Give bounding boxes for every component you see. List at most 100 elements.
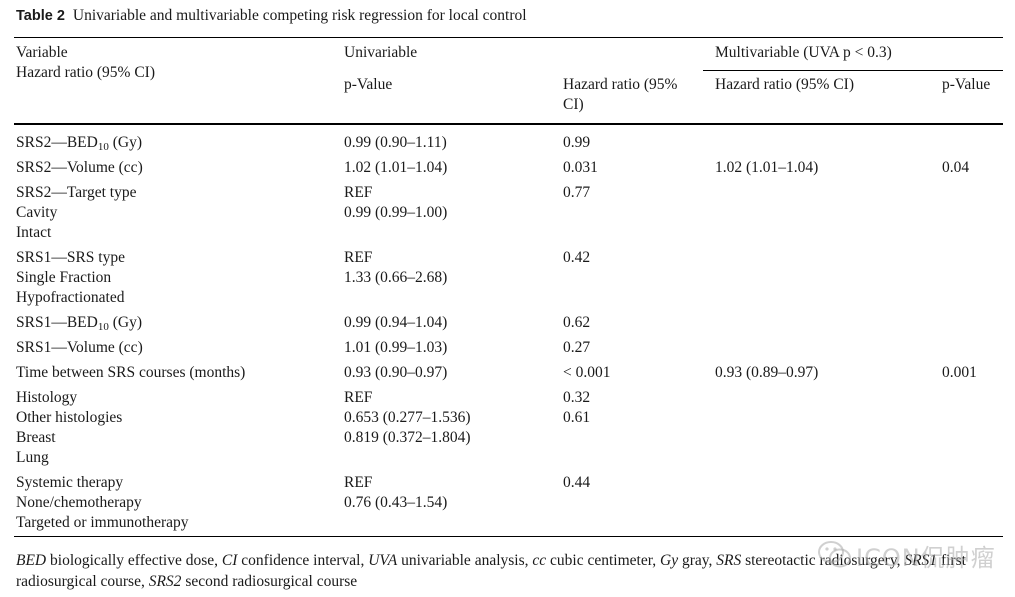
table-cell-line: 1.02 (1.01–1.04): [715, 159, 819, 176]
table-footnote: BED biologically effective dose, CI conf…: [16, 550, 1006, 592]
table-cell-line: Single Fraction: [16, 269, 112, 286]
table-caption: Univariable and multivariable competing …: [72, 7, 527, 24]
table-cell-line: 0.27: [563, 339, 591, 356]
table-cell-line: 0.42: [563, 249, 591, 266]
table-cell-line: 1.33 (0.66–2.68): [344, 269, 448, 286]
row-4-uva-hr: 0.99 (0.94–1.04): [344, 313, 447, 333]
table-cell-line: 1.01 (0.99–1.03): [344, 339, 448, 356]
row-8-var: Systemic therapy None/chemotherapy Targete…: [16, 473, 189, 533]
footnote-abbr: cc: [532, 552, 547, 569]
row-7-uva-p: 0.32 0.61: [563, 388, 590, 428]
row-1-var: SRS2—Volume (cc): [16, 158, 143, 178]
row-3-uva-hr: REF 1.33 (0.66–2.68): [344, 248, 447, 288]
table-cell-line: 0.62: [563, 314, 591, 331]
footnote-abbr: SRS: [716, 552, 742, 569]
table-title: Table 2 Univariable and multivariable com…: [16, 7, 527, 25]
header-variable: Variable Hazard ratio (95% CI): [16, 44, 156, 81]
table-cell-line: Cavity: [16, 204, 58, 221]
table-cell-line: Intact: [16, 224, 52, 241]
watermark: ICON侃肿瘤: [818, 537, 996, 573]
table-cell-line: Breast: [16, 429, 56, 446]
bottom-rule: [14, 536, 1003, 537]
table-cell-line: 1.02 (1.01–1.04): [344, 159, 448, 176]
table-cell-line: 0.653 (0.277–1.536): [344, 409, 471, 426]
table-cell-line: 0.32: [563, 389, 591, 406]
footnote-def: cubic centimeter,: [550, 552, 660, 569]
footnote-abbr: BED: [16, 552, 47, 569]
table-cell-line: 0.61: [563, 409, 591, 426]
header-uva-col2: Hazard ratio (95% CI): [563, 76, 678, 113]
footnote-abbr: Gy: [660, 552, 679, 569]
row-5-var: SRS1—Volume (cc): [16, 338, 143, 358]
table-label: Table 2: [16, 8, 65, 24]
footnote-def: first radiosurgical course,: [16, 552, 966, 590]
row-3-var: SRS1—SRS type Single Fraction Hypofraction…: [16, 248, 125, 308]
table-cell-line: SRS2—BED10 (Gy): [16, 134, 142, 153]
table-cell-line: SRS1—SRS type: [16, 249, 125, 266]
table-cell-line: 0.93 (0.89–0.97): [715, 364, 819, 381]
table-cell-line: Histology: [16, 389, 78, 406]
footnote-abbr: UVA: [368, 552, 398, 569]
table-cell-line: 0.93 (0.90–0.97): [344, 364, 448, 381]
row-3-uva-p: 0.42: [563, 248, 590, 268]
row-1-mva-p: 0.04: [942, 158, 969, 178]
table-cell-line: REF: [344, 184, 373, 201]
table-cell-line: SRS2—Target type: [16, 184, 137, 201]
table-cell-line: Hypofractionated: [16, 289, 125, 306]
row-1-mva-hr: 1.02 (1.01–1.04): [715, 158, 818, 178]
footnote-def: confidence interval,: [241, 552, 369, 569]
table-cell-line: Targeted or immunotherapy: [16, 514, 189, 531]
header-mva-col1: Hazard ratio (95% CI): [715, 76, 855, 93]
row-2-uva-hr: REF 0.99 (0.99–1.00): [344, 183, 447, 223]
table-cell-line: 0.99: [563, 134, 591, 151]
header-uva-col1: p-Value: [344, 76, 393, 93]
table-cell-line: REF: [344, 249, 373, 266]
table-cell-line: Other histologies: [16, 409, 123, 426]
table-cell-line: SRS2—Volume (cc): [16, 159, 143, 176]
footnote-abbr: SRS2: [148, 573, 182, 590]
row-7-uva-hr: REF 0.653 (0.277–1.536) 0.819 (0.372–1.804…: [344, 388, 471, 448]
footnote-abbr: CI: [221, 552, 238, 569]
row-6-uva-hr: 0.93 (0.90–0.97): [344, 363, 447, 383]
table-cell-line: 0.76 (0.43–1.54): [344, 494, 448, 511]
row-4-uva-p: 0.62: [563, 313, 590, 333]
footnote-def: univariable analysis,: [401, 552, 533, 569]
table-cell-line: < 0.001: [563, 364, 611, 381]
table-cell-line: 0.99 (0.94–1.04): [344, 314, 448, 331]
row-6-mva-p: 0.001: [942, 363, 977, 383]
row-8-uva-p: 0.44: [563, 473, 590, 493]
row-5-uva-p: 0.27: [563, 338, 590, 358]
row-2-var: SRS2—Target type Cavity Intact: [16, 183, 136, 243]
row-0-var: SRS2—BED10 (Gy): [16, 133, 142, 153]
table-cell-line: 0.001: [942, 364, 977, 381]
row-1-uva-hr: 1.02 (1.01–1.04): [344, 158, 447, 178]
table-cell-line: None/chemotherapy: [16, 494, 142, 511]
row-2-uva-p: 0.77: [563, 183, 590, 203]
table-cell-line: Systemic therapy: [16, 474, 124, 491]
row-6-uva-p: < 0.001: [563, 363, 611, 383]
table-cell-line: 0.44: [563, 474, 591, 491]
table-cell-line: 0.99 (0.90–1.11): [344, 134, 447, 151]
table-cell-line: 0.77: [563, 184, 591, 201]
row-1-uva-p: 0.031: [563, 158, 598, 178]
table-cell-line: 0.99 (0.99–1.00): [344, 204, 448, 221]
multivariable-rule: [703, 70, 1003, 71]
row-6-mva-hr: 0.93 (0.89–0.97): [715, 363, 818, 383]
table-cell-line: SRS1—BED10 (Gy): [16, 314, 142, 333]
row-6-var: Time between SRS courses (months): [16, 363, 245, 383]
table-cell-line: Lung: [16, 449, 49, 466]
table-cell-line: 0.04: [942, 159, 970, 176]
header-univariable: Univariable: [344, 44, 418, 61]
wechat-icon: [818, 541, 851, 568]
table-cell-line: SRS1—Volume (cc): [16, 339, 143, 356]
row-7-var: Histology Other histologies Breast Lung: [16, 388, 122, 468]
header-multivariable: Multivariable (UVA p < 0.3): [715, 44, 892, 61]
footnote-def: second radiosurgical course: [185, 573, 358, 590]
header-rule: [14, 123, 1003, 125]
table-cell-line: REF: [344, 474, 373, 491]
row-4-var: SRS1—BED10 (Gy): [16, 313, 142, 333]
footnote-abbr: SRS1: [904, 552, 938, 569]
header-mva-col2: p-Value: [942, 76, 991, 93]
row-5-uva-hr: 1.01 (0.99–1.03): [344, 338, 447, 358]
footnote-def: gray,: [681, 552, 717, 569]
